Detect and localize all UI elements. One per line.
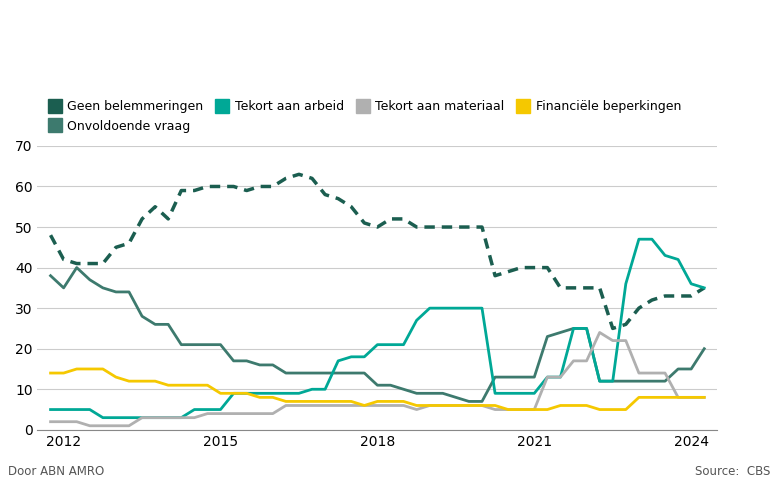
Legend: Geen belemmeringen, Onvoldoende vraag, Tekort aan arbeid, Tekort aan materiaal, : Geen belemmeringen, Onvoldoende vraag, T… [44,96,686,138]
Text: Source:  CBS: Source: CBS [695,465,770,478]
Text: Door ABN AMRO: Door ABN AMRO [8,465,104,478]
